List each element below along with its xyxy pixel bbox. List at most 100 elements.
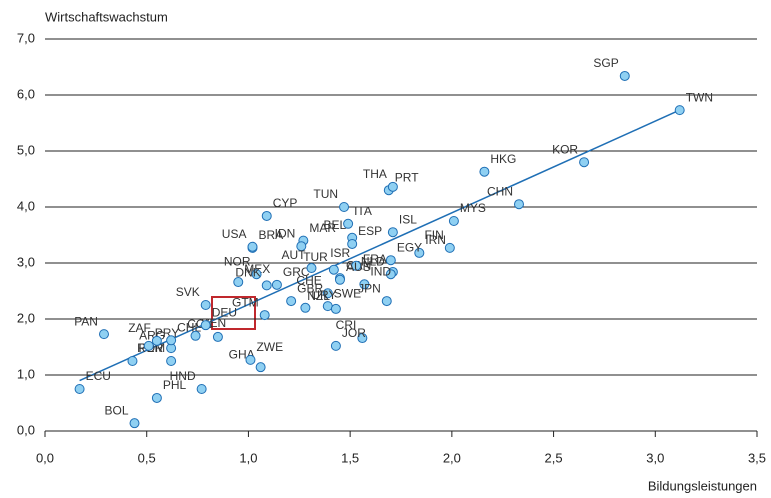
point [359,279,370,290]
x-tick-label: 3,5 [748,450,766,465]
point-label: GBR [297,281,323,295]
point [271,279,282,290]
point [233,277,244,288]
point [255,362,266,373]
point-label: DNK [235,266,260,280]
point [190,330,201,341]
point-label: CYP [273,196,298,210]
y-axis-label: Wirtschaftswachstum [45,9,168,24]
highlight-box [211,296,256,330]
y-tick-label: 1,0 [17,366,35,381]
x-tick-label: 0,5 [138,450,156,465]
point [151,392,162,403]
point-label: BEL [323,218,346,232]
point-label: JOR [342,326,366,340]
point [143,340,154,351]
point [98,329,109,340]
point [513,199,524,210]
point-label: MEX [244,262,270,276]
point-label: JPN [358,281,381,295]
point [674,105,685,116]
point-label: FIN [424,228,443,242]
point-label: USA [222,227,247,241]
point-label: ITA [354,204,372,218]
point-label: MAR [309,221,336,235]
point-label: IND [370,264,391,278]
y-tick-label: 2,0 [17,310,35,325]
point-label: SGP [593,56,618,70]
point-label: NOR [224,254,251,268]
y-tick-label: 3,0 [17,254,35,269]
x-tick-label: 1,0 [239,450,257,465]
point-label: ZWE [256,340,283,354]
point [166,356,177,366]
point [387,181,398,192]
point-label: EGY [397,240,422,254]
point [212,331,223,342]
point [357,333,368,344]
point-label: PAN [74,314,98,328]
point-label: IRN [425,233,446,247]
point-label: HKG [490,152,516,166]
y-tick-label: 6,0 [17,86,35,101]
point [479,166,490,177]
point [381,296,392,307]
point [200,320,211,331]
point [619,70,630,81]
point-label: CHE [296,273,321,287]
point-label: TWN [686,90,713,104]
x-tick-label: 1,5 [341,450,359,465]
point-label: SVK [176,285,200,299]
point-label: KOR [552,142,578,156]
point [127,356,138,366]
point [196,384,207,394]
point-label: NLD [361,254,385,268]
point-label: IDN [275,226,296,240]
point-label: MYS [460,201,486,215]
point [579,157,590,168]
point-label: CRI [336,318,357,332]
point-label: AUS [346,260,371,274]
point [261,280,272,291]
point-label: DEU [212,305,237,319]
x-tick-label: 0,0 [36,450,54,465]
point [343,218,354,229]
point [339,202,350,212]
point-label: FRA [363,252,387,266]
point-label: GTM [232,295,259,309]
point [385,255,396,266]
point-label: URY [311,288,336,302]
point [385,269,396,280]
point [444,242,455,253]
point [300,302,311,313]
point [387,227,398,238]
point [129,418,140,429]
point-label: AUT [281,248,306,262]
point [245,354,256,365]
point [261,210,272,221]
point-label: THA [363,167,387,181]
point-label: BRA [258,228,283,242]
point [247,241,258,252]
point [347,238,358,249]
trend-line [79,109,681,382]
point [200,300,211,310]
point-label: CHN [487,184,513,198]
point [251,269,262,280]
point [74,384,85,394]
point [286,296,297,307]
point-label: ZAF [128,321,151,335]
point [448,216,459,226]
point-label: HND [170,369,196,383]
y-tick-label: 5,0 [17,142,35,157]
x-tick-label: 2,5 [545,450,563,465]
point [322,288,333,299]
point [328,264,339,275]
point-label: GRC [283,265,310,279]
point [414,247,425,258]
point-label: SWE [334,286,361,300]
point-label: ESP [358,224,382,238]
point-label: BOL [104,403,128,417]
point-label: TUN [313,187,338,201]
